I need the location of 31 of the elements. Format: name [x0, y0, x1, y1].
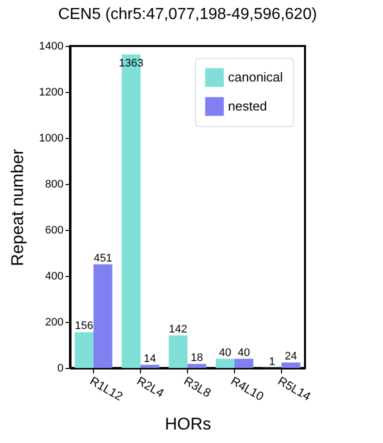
data-label: 14 — [144, 352, 156, 365]
legend-label: canonical — [228, 70, 284, 84]
data-label: 40 — [238, 346, 250, 359]
y-tick-label: 0 — [57, 362, 64, 374]
y-tick-label: 400 — [45, 270, 64, 282]
data-label: 451 — [94, 252, 112, 264]
bar — [282, 362, 300, 368]
bar — [188, 364, 206, 368]
bar — [234, 358, 254, 368]
bar — [94, 264, 112, 368]
y-tick-label: 1400 — [39, 40, 64, 52]
data-label: 18 — [190, 352, 204, 364]
bar — [168, 335, 188, 368]
bar — [140, 364, 160, 368]
y-tick-label: 200 — [45, 316, 64, 328]
x-tick-label: R3L8 — [182, 374, 214, 400]
chart-title: CEN5 (chr5:47,077,198-49,596,620) — [58, 6, 317, 23]
y-tick-label: 1200 — [39, 86, 64, 98]
data-label: 40 — [218, 346, 232, 359]
data-label: 156 — [74, 320, 94, 332]
legend-label: nested — [228, 98, 268, 114]
data-label: 24 — [284, 350, 298, 362]
bar — [216, 358, 234, 368]
y-axis-title: Repeat number — [8, 148, 28, 266]
data-label: 1 — [269, 356, 276, 368]
x-axis-title: HORs — [164, 414, 212, 434]
y-tick-label: 600 — [45, 224, 64, 236]
y-tick-label: 1000 — [39, 132, 64, 144]
y-tick-label: 800 — [45, 178, 64, 190]
data-label: 142 — [168, 323, 188, 336]
bar — [74, 332, 94, 368]
